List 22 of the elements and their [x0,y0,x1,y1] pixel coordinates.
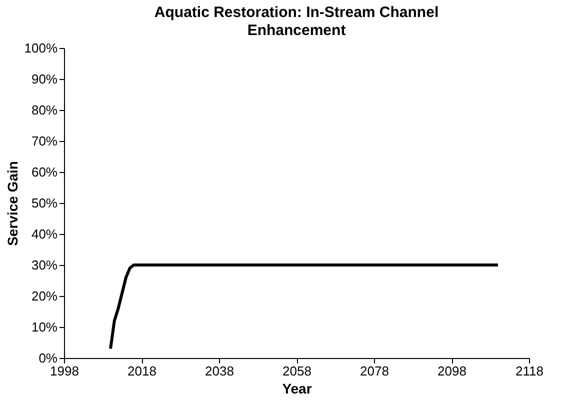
x-tick-label: 2058 [282,364,312,378]
line-series [109,264,500,350]
x-tick-label: 2098 [438,364,466,378]
y-tick-label: 40% [31,226,58,242]
x-tick-label: 2038 [205,364,234,378]
y-tick-label: 30% [31,258,58,272]
y-tick-label: 50% [31,196,58,210]
y-tick-label: 70% [31,134,58,148]
x-tick-label: 2018 [128,364,156,378]
y-tick-label: 60% [31,164,58,180]
y-tick-label: 0% [38,350,58,366]
x-tick-label: 1998 [50,364,79,378]
y-tick-label: 20% [31,288,58,304]
y-tick-label: 10% [31,320,58,334]
x-tick-label: 2118 [516,364,544,378]
x-axis-title: Year [282,380,312,396]
y-tick-label: 90% [31,72,58,86]
y-tick-label: 100% [24,40,58,56]
x-tick-label: 2078 [360,364,389,378]
chart-title: Aquatic Restoration: In-Stream Channel Enhancement [154,4,439,39]
y-tick-label: 80% [31,102,58,118]
y-axis-title: Service Gain [4,161,20,246]
